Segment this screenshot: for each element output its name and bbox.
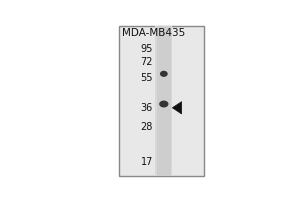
Text: MDA-MB435: MDA-MB435: [122, 28, 185, 38]
Bar: [155, 26, 172, 176]
Bar: [157, 26, 171, 176]
Text: 72: 72: [140, 57, 153, 67]
Text: 28: 28: [141, 122, 153, 132]
Ellipse shape: [159, 101, 169, 107]
Text: 95: 95: [141, 44, 153, 54]
Text: 36: 36: [141, 103, 153, 113]
Bar: [119, 26, 204, 176]
Polygon shape: [172, 102, 182, 114]
Text: 17: 17: [141, 157, 153, 167]
Text: 55: 55: [140, 73, 153, 83]
Ellipse shape: [160, 71, 168, 77]
